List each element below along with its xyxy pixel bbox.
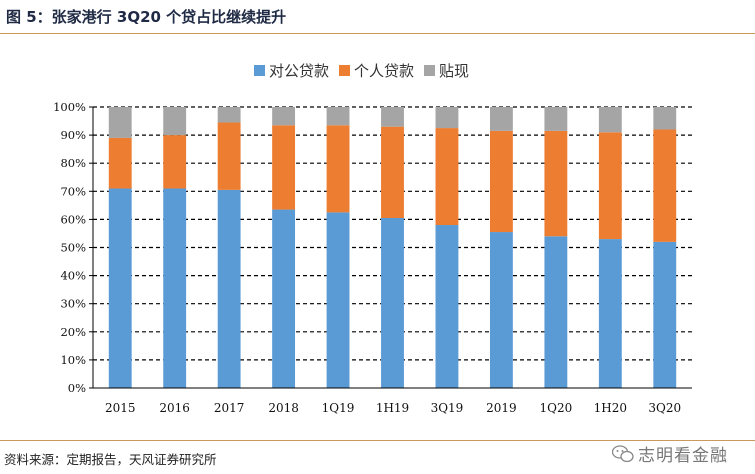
- legend-item-discount: 贴现: [424, 60, 469, 81]
- bar-segment-discount: [653, 107, 677, 130]
- watermark-text: 志明看金融: [638, 446, 728, 466]
- bar-segment-discount: [435, 107, 459, 129]
- bar-segment-corporate: [435, 225, 459, 388]
- y-tick-label: 20%: [60, 325, 86, 339]
- y-tick-label: 30%: [60, 297, 86, 311]
- bar-segment-corporate: [381, 217, 404, 388]
- bar-segment-personal: [163, 135, 187, 189]
- bar-segment-personal: [544, 130, 568, 237]
- bar-segment-corporate: [544, 236, 568, 388]
- x-tick-label: 3Q19: [431, 401, 464, 415]
- bar-segment-corporate: [272, 209, 296, 388]
- wechat-icon: [612, 444, 634, 462]
- bar-segment-discount: [108, 107, 132, 138]
- bar-segment-personal: [381, 126, 404, 218]
- bar-segment-personal: [489, 130, 513, 233]
- bar-segment-discount: [489, 107, 513, 131]
- figure-title: 图 5：张家港行 3Q20 个贷占比继续提升: [6, 8, 287, 26]
- bar-segment-personal: [435, 128, 459, 226]
- bar-segment-discount: [163, 107, 187, 136]
- legend-label-corporate: 对公贷款: [269, 62, 330, 80]
- y-tick-label: 60%: [60, 212, 86, 226]
- x-tick-label: 2018: [268, 401, 299, 415]
- bar-segment-personal: [108, 137, 132, 189]
- bar-segment-personal: [653, 129, 677, 242]
- stacked-bar-chart: 0% 10% 20% 30% 40% 50% 60% 70% 80% 90% 100% 2015 201…: [53, 100, 692, 415]
- bar-segment-corporate: [108, 188, 132, 388]
- y-tick-label: 0%: [68, 381, 86, 395]
- legend-item-personal: 个人贷款: [339, 60, 414, 81]
- bar-segment-corporate: [489, 232, 513, 388]
- footer-divider: [0, 440, 755, 441]
- legend-label-discount: 贴现: [439, 62, 470, 80]
- bar-segment-discount: [272, 107, 296, 126]
- legend-swatch-discount: [424, 65, 436, 76]
- legend-item-corporate: 对公贷款: [254, 60, 329, 81]
- x-tick-label: 2019: [486, 401, 517, 415]
- y-tick-label: 70%: [60, 184, 86, 198]
- bar-segment-personal: [598, 132, 622, 240]
- bar-segment-discount: [217, 107, 241, 123]
- x-tick-label: 2016: [159, 401, 190, 415]
- x-tick-label: 3Q20: [648, 401, 681, 415]
- bar-segment-corporate: [163, 188, 187, 388]
- x-tick-label: 1H20: [594, 401, 627, 415]
- source-note: 资料来源：定期报告，天风证券研究所: [4, 452, 217, 467]
- legend-swatch-personal: [339, 65, 351, 76]
- x-tick-label: 1H19: [376, 401, 409, 415]
- title-divider: [0, 33, 755, 34]
- bar-segment-personal: [326, 125, 350, 213]
- bar-segment-discount: [326, 107, 350, 126]
- x-tick-label: 1Q19: [322, 401, 355, 415]
- y-tick-label: 90%: [60, 128, 86, 142]
- bar-segment-discount: [381, 107, 404, 127]
- y-tick-label: 10%: [60, 353, 86, 367]
- bar-segment-discount: [544, 107, 568, 131]
- legend-label-personal: 个人贷款: [354, 62, 415, 80]
- legend-swatch-corporate: [254, 65, 265, 76]
- y-tick-label: 40%: [60, 269, 86, 283]
- bar-segment-personal: [217, 122, 241, 190]
- bar-segment-personal: [272, 125, 296, 210]
- y-tick-label: 100%: [53, 100, 86, 114]
- bar-segment-discount: [598, 107, 622, 133]
- chart-legend: 对公贷款 个人贷款 贴现: [254, 60, 469, 81]
- bar-segment-corporate: [653, 241, 677, 388]
- y-tick-label: 80%: [60, 156, 86, 170]
- x-tick-label: 2015: [105, 401, 136, 415]
- bar-segment-corporate: [598, 239, 622, 388]
- x-tick-label: 2017: [214, 401, 245, 415]
- y-tick-label: 50%: [60, 241, 86, 255]
- bar-segment-corporate: [326, 212, 350, 388]
- x-tick-label: 1Q20: [539, 401, 572, 415]
- watermark: 志明看金融: [612, 441, 728, 466]
- bar-segment-corporate: [217, 189, 241, 388]
